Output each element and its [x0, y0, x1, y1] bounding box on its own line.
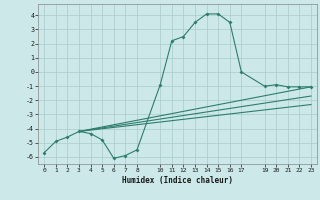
X-axis label: Humidex (Indice chaleur): Humidex (Indice chaleur)	[122, 176, 233, 185]
